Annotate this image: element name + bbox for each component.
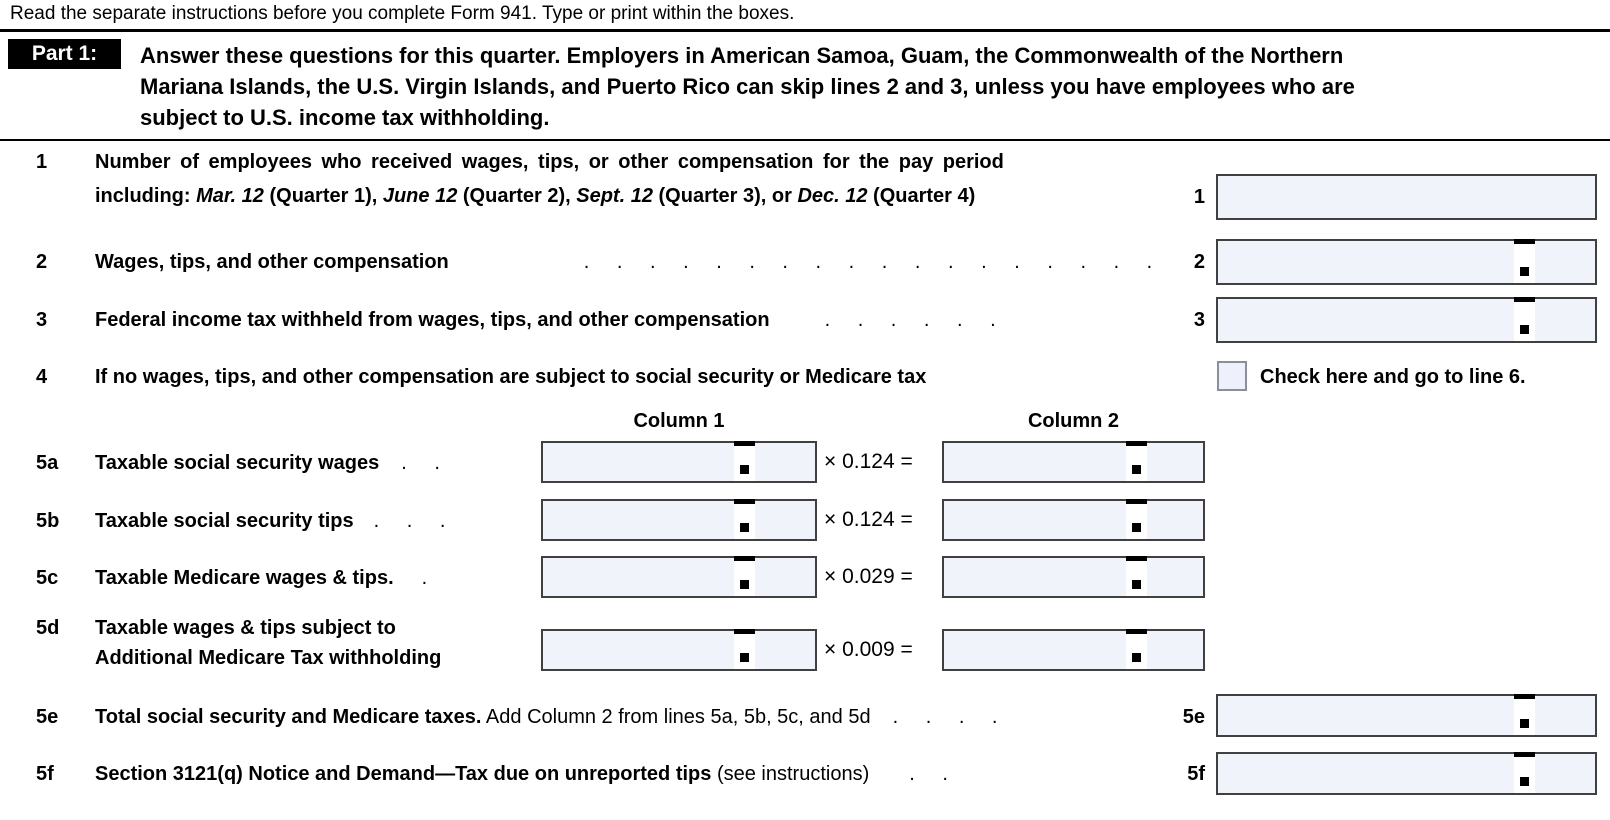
dot-leader: . . bbox=[401, 452, 440, 474]
line5a-label: Taxable social security wages . . bbox=[95, 452, 440, 475]
dot-leader: . . . . . . bbox=[824, 309, 996, 331]
decimal-separator bbox=[1514, 694, 1535, 735]
decimal-separator bbox=[734, 629, 755, 669]
line5a-number: 5a bbox=[36, 452, 59, 474]
line1-label-line2: including: Mar. 12 (Quarter 1), June 12 … bbox=[95, 185, 976, 207]
decimal-separator bbox=[1514, 239, 1535, 283]
line5b-label: Taxable social security tips . . . bbox=[95, 510, 445, 533]
line5d-label-line1: Taxable wages & tips subject to bbox=[95, 617, 396, 639]
decimal-point-marker bbox=[1132, 653, 1141, 662]
decimal-point-marker bbox=[1520, 325, 1529, 334]
line5d-multiplier: × 0.009 = bbox=[824, 638, 913, 661]
line5e-label-text: Total social security and Medicare taxes… bbox=[95, 706, 871, 728]
divider bbox=[0, 29, 1610, 32]
line4-number: 4 bbox=[36, 366, 48, 388]
line1-number: 1 bbox=[36, 151, 48, 173]
line4-checkbox-label: Check here and go to line 6. bbox=[1260, 366, 1526, 388]
line5b-multiplier: × 0.124 = bbox=[824, 508, 913, 531]
line5c-col1-field[interactable] bbox=[541, 556, 817, 598]
dot-leader: . . . . . . . . . . . . . . . . . . bbox=[583, 251, 1153, 273]
decimal-separator bbox=[734, 499, 755, 539]
divider bbox=[0, 139, 1610, 141]
line3-number: 3 bbox=[36, 309, 48, 331]
line5e-amount-field[interactable] bbox=[1216, 694, 1597, 737]
decimal-point-marker bbox=[1520, 719, 1529, 728]
line2-number: 2 bbox=[36, 251, 48, 273]
line2-label-text: Wages, tips, and other compensation bbox=[95, 251, 449, 273]
line5d-number: 5d bbox=[36, 617, 60, 639]
line5e-box-label: 5e bbox=[1182, 706, 1205, 728]
line2-amount-field[interactable] bbox=[1216, 239, 1597, 285]
decimal-separator bbox=[1514, 297, 1535, 341]
line3-box-label: 3 bbox=[1193, 309, 1205, 331]
decimal-point-marker bbox=[740, 653, 749, 662]
part1-heading: Answer these questions for this quarter.… bbox=[140, 40, 1355, 133]
part1-heading-line: Answer these questions for this quarter.… bbox=[140, 43, 1344, 68]
column2-header: Column 2 bbox=[1027, 410, 1120, 432]
decimal-separator bbox=[1514, 752, 1535, 793]
line4-label: If no wages, tips, and other compensatio… bbox=[95, 366, 927, 388]
line5a-label-text: Taxable social security wages bbox=[95, 452, 380, 474]
line5b-label-text: Taxable social security tips bbox=[95, 510, 354, 532]
line3-amount-field[interactable] bbox=[1216, 297, 1597, 343]
line5c-number: 5c bbox=[36, 567, 59, 589]
dot-leader: . . . . bbox=[892, 706, 998, 728]
line5f-label-text: Section 3121(q) Notice and Demand—Tax du… bbox=[95, 763, 870, 785]
decimal-separator bbox=[1126, 556, 1147, 596]
line3-label-text: Federal income tax withheld from wages, … bbox=[95, 309, 770, 331]
line5b-col2-field[interactable] bbox=[942, 499, 1205, 541]
line1-employee-count-field[interactable] bbox=[1216, 174, 1597, 220]
dot-leader: . . . bbox=[373, 510, 446, 532]
decimal-separator bbox=[1126, 499, 1147, 539]
line1-label-line1: Number of employees who received wages, … bbox=[95, 151, 1004, 173]
line5b-col1-field[interactable] bbox=[541, 499, 817, 541]
part1-heading-line: subject to U.S. income tax withholding. bbox=[140, 105, 550, 130]
line2-box-label: 2 bbox=[1193, 251, 1205, 273]
line5f-box-label: 5f bbox=[1187, 763, 1205, 785]
line5c-col2-field[interactable] bbox=[942, 556, 1205, 598]
part1-heading-line: Mariana Islands, the U.S. Virgin Islands… bbox=[140, 74, 1355, 99]
decimal-point-marker bbox=[1520, 777, 1529, 786]
line3-label: Federal income tax withheld from wages, … bbox=[95, 309, 996, 332]
decimal-point-marker bbox=[1132, 523, 1141, 532]
line5a-multiplier: × 0.124 = bbox=[824, 450, 913, 473]
line5b-number: 5b bbox=[36, 510, 60, 532]
line5c-label: Taxable Medicare wages & tips.. bbox=[95, 567, 427, 590]
line5a-col2-field[interactable] bbox=[942, 441, 1205, 483]
line5e-number: 5e bbox=[36, 706, 59, 728]
dot-leader: . . bbox=[909, 763, 948, 785]
decimal-separator bbox=[734, 556, 755, 596]
decimal-separator bbox=[734, 441, 755, 481]
decimal-point-marker bbox=[740, 580, 749, 589]
line5c-label-text: Taxable Medicare wages & tips. bbox=[95, 567, 394, 589]
line5d-col2-field[interactable] bbox=[942, 629, 1205, 671]
line4-checkbox[interactable] bbox=[1217, 361, 1247, 391]
line5d-col1-field[interactable] bbox=[541, 629, 817, 671]
top-instruction: Read the separate instructions before yo… bbox=[10, 3, 795, 24]
line5e-label: Total social security and Medicare taxes… bbox=[95, 706, 998, 729]
line2-label: Wages, tips, and other compensation . . .… bbox=[95, 251, 1152, 274]
part1-label: Part 1: bbox=[8, 39, 121, 69]
column1-header: Column 1 bbox=[633, 410, 725, 432]
line1-box-label: 1 bbox=[1193, 186, 1205, 208]
line5f-label: Section 3121(q) Notice and Demand—Tax du… bbox=[95, 763, 948, 786]
line5c-multiplier: × 0.029 = bbox=[824, 565, 913, 588]
decimal-separator bbox=[1126, 441, 1147, 481]
line5f-amount-field[interactable] bbox=[1216, 752, 1597, 795]
line5f-number: 5f bbox=[36, 763, 54, 785]
decimal-point-marker bbox=[1132, 465, 1141, 474]
line5a-col1-field[interactable] bbox=[541, 441, 817, 483]
decimal-separator bbox=[1126, 629, 1147, 669]
decimal-point-marker bbox=[1520, 267, 1529, 276]
line5d-label-line2: Additional Medicare Tax withholding bbox=[95, 647, 442, 669]
dot-leader: . bbox=[421, 567, 428, 589]
decimal-point-marker bbox=[1132, 580, 1141, 589]
decimal-point-marker bbox=[740, 523, 749, 532]
decimal-point-marker bbox=[740, 465, 749, 474]
